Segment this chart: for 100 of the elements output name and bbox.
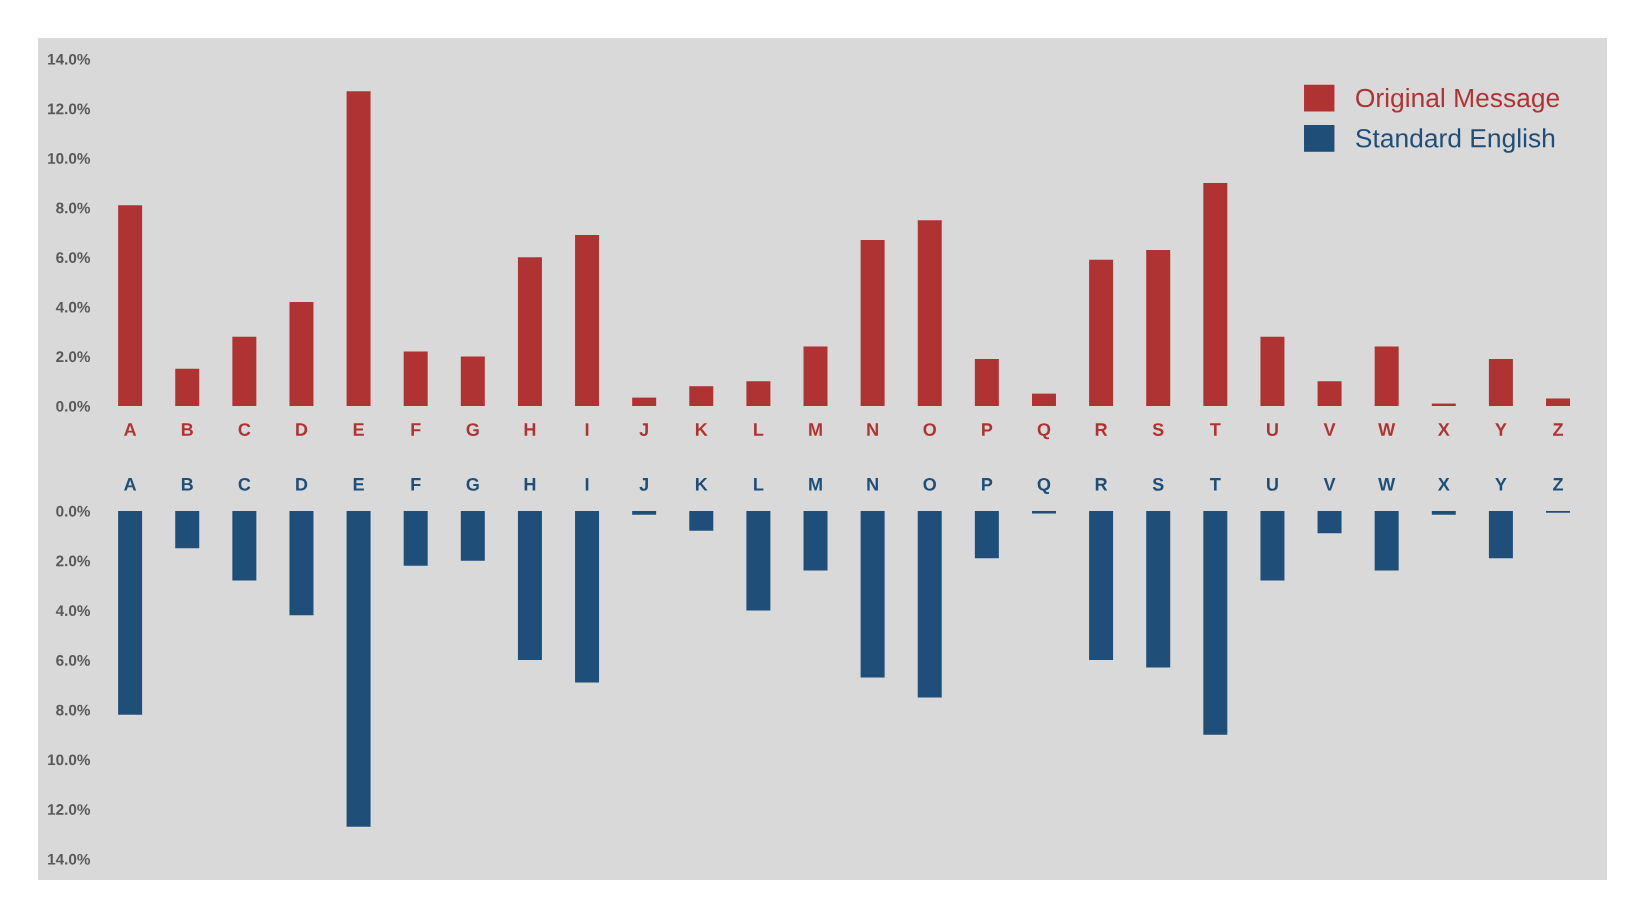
bar xyxy=(1260,336,1285,407)
bar xyxy=(289,510,314,616)
bar xyxy=(517,257,542,407)
x-tick-label: H xyxy=(524,423,536,436)
bar xyxy=(1203,510,1228,735)
x-tick-label: W xyxy=(1378,478,1396,491)
bar xyxy=(1203,182,1228,407)
x-tick-label: G xyxy=(466,423,479,436)
bar xyxy=(746,381,771,407)
bar xyxy=(1146,510,1171,668)
x-tick-label: H xyxy=(524,478,536,491)
bar xyxy=(632,510,657,515)
y-tick-label: 4.0% xyxy=(55,301,91,313)
y-tick-label: 10.0% xyxy=(48,754,91,766)
bar xyxy=(517,510,542,661)
x-tick-label: I xyxy=(585,478,589,491)
x-tick-label: N xyxy=(867,423,878,436)
bar xyxy=(289,301,314,407)
bar xyxy=(1374,346,1399,407)
y-tick-label: 0.0% xyxy=(56,505,91,517)
x-tick-label: Z xyxy=(1553,478,1564,491)
x-tick-label: U xyxy=(1267,478,1278,491)
legend-label: Original Message xyxy=(1356,87,1560,113)
bar xyxy=(403,510,428,566)
y-tick-label: 8.0% xyxy=(56,704,91,716)
y-tick-label: 14.0% xyxy=(48,53,91,65)
x-tick-label: X xyxy=(1437,423,1450,436)
x-tick-label: E xyxy=(353,478,364,491)
x-tick-label: R xyxy=(1095,478,1108,491)
y-tick-label: 12.0% xyxy=(48,804,91,815)
y-tick-label: 6.0% xyxy=(56,654,91,666)
x-tick-label: N xyxy=(867,478,878,491)
y-tick-label: 4.0% xyxy=(55,605,91,617)
bar xyxy=(175,510,200,549)
bar xyxy=(974,358,999,407)
bar xyxy=(1317,381,1342,407)
y-tick-label: 8.0% xyxy=(56,202,91,214)
bar xyxy=(175,368,200,407)
bar xyxy=(403,351,428,407)
x-tick-label: D xyxy=(296,423,308,436)
bar xyxy=(689,386,714,407)
x-tick-label: B xyxy=(181,478,193,491)
y-tick-label: 10.0% xyxy=(48,153,91,164)
bar xyxy=(1374,510,1399,571)
x-tick-label: C xyxy=(238,477,251,491)
bar xyxy=(1146,249,1171,407)
x-tick-label: J xyxy=(639,478,648,491)
x-tick-label: X xyxy=(1437,478,1450,491)
bar xyxy=(803,510,828,571)
bar xyxy=(1089,510,1114,661)
bar xyxy=(1089,259,1114,407)
x-tick-label: Q xyxy=(1037,477,1051,495)
bar xyxy=(346,510,371,827)
x-tick-label: W xyxy=(1378,423,1396,436)
bar xyxy=(1546,398,1571,407)
x-tick-label: U xyxy=(1267,423,1278,436)
x-tick-label: R xyxy=(1095,423,1108,436)
bar xyxy=(974,510,999,559)
x-tick-label: S xyxy=(1152,477,1164,491)
x-tick-label: T xyxy=(1210,478,1221,491)
x-tick-label: K xyxy=(695,478,708,491)
bar xyxy=(803,346,828,407)
x-tick-label: O xyxy=(923,477,937,491)
x-tick-label: Z xyxy=(1553,423,1564,436)
x-tick-label: G xyxy=(466,477,479,491)
x-tick-label: L xyxy=(754,478,764,491)
y-tick-label: 14.0% xyxy=(48,853,91,865)
bar xyxy=(575,510,600,683)
bar xyxy=(460,510,485,561)
x-tick-label: K xyxy=(695,423,708,436)
x-tick-label: P xyxy=(982,478,993,491)
bar xyxy=(746,510,771,611)
x-tick-label: P xyxy=(982,423,993,436)
bar xyxy=(575,235,600,407)
x-tick-label: Y xyxy=(1495,478,1507,491)
x-tick-label: L xyxy=(754,423,764,436)
bar xyxy=(460,356,485,407)
legend-label: Standard English xyxy=(1356,128,1555,153)
y-tick-label: 12.0% xyxy=(48,103,91,115)
bar xyxy=(232,336,257,407)
x-tick-label: F xyxy=(411,423,421,436)
x-tick-label: V xyxy=(1323,423,1336,436)
x-tick-label: A xyxy=(124,423,137,436)
x-tick-label: Q xyxy=(1037,423,1051,440)
y-tick-label: 0.0% xyxy=(56,400,91,412)
x-tick-label: V xyxy=(1323,478,1336,491)
x-tick-label: A xyxy=(124,478,137,491)
bar xyxy=(346,91,371,407)
bar xyxy=(860,510,885,678)
x-tick-label: I xyxy=(585,423,589,436)
x-tick-label: M xyxy=(809,423,822,436)
x-tick-label: F xyxy=(411,478,421,491)
bar xyxy=(118,510,143,715)
bar xyxy=(1488,510,1513,559)
bar xyxy=(1317,510,1342,534)
y-tick-label: 2.0% xyxy=(56,351,91,363)
bar xyxy=(632,397,657,407)
x-tick-label: D xyxy=(296,478,308,491)
bar xyxy=(1260,510,1285,581)
bar xyxy=(118,205,143,407)
